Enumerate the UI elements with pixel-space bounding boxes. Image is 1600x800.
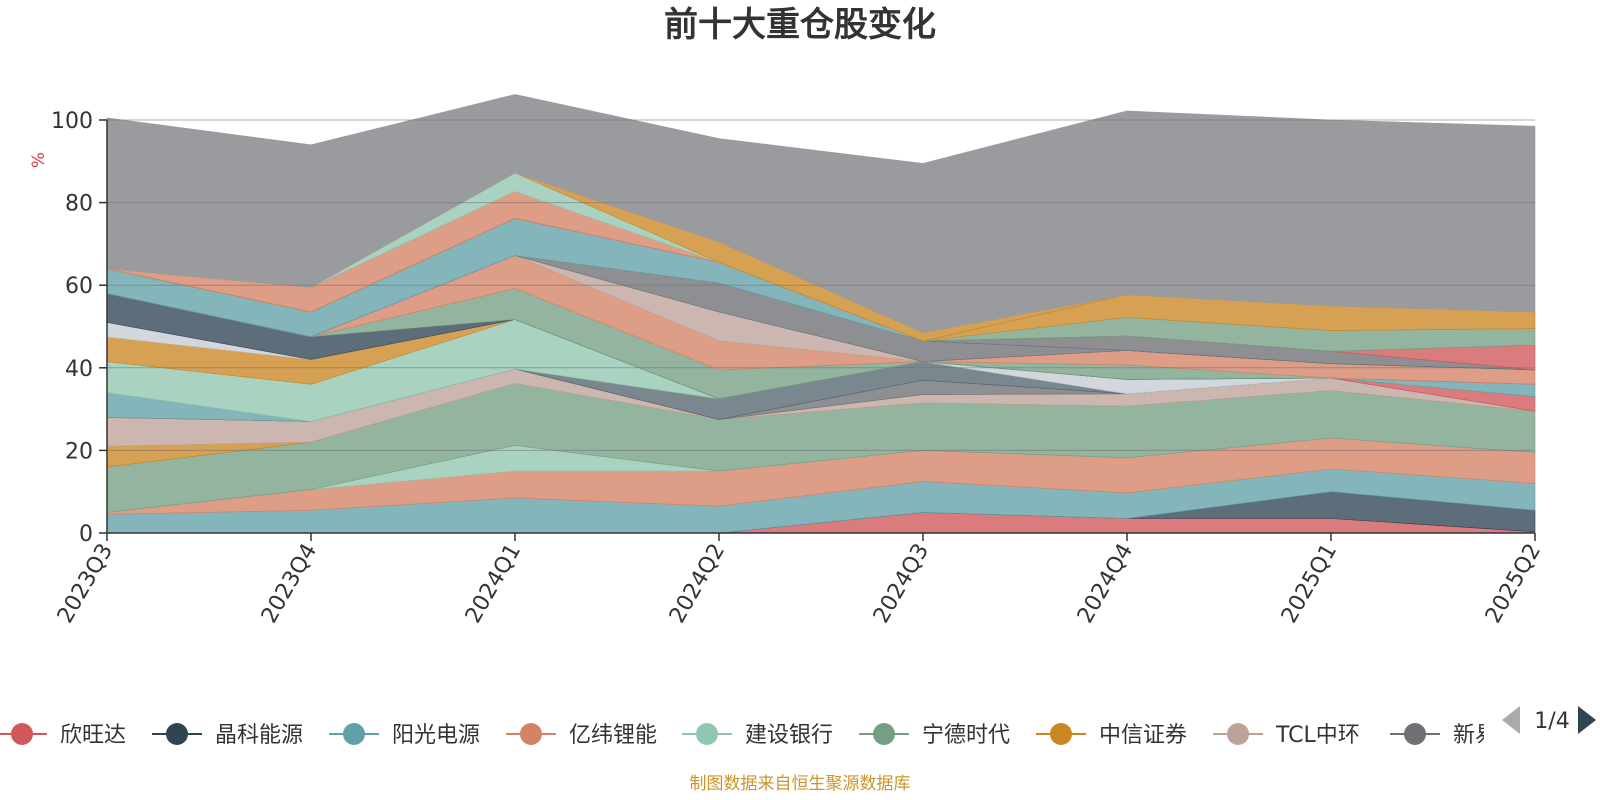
legend-item[interactable]: TCL中环 xyxy=(1213,723,1360,748)
legend-label: TCL中环 xyxy=(1275,723,1360,748)
legend-item[interactable]: 阳光电源 xyxy=(329,723,480,748)
x-tick-label: 2023Q4 xyxy=(257,540,322,628)
x-tick-label: 2024Q1 xyxy=(461,540,526,628)
legend-circle-icon xyxy=(166,723,188,745)
legend-label: 晶科能源 xyxy=(215,723,303,748)
legend-item[interactable]: 宁德时代 xyxy=(859,723,1010,748)
legend-next-icon[interactable] xyxy=(1578,706,1596,734)
legend[interactable]: 欣旺达 晶科能源 阳光电源 亿纬锂能 建设银行 宁德时代 中信证券 TCL中环 新易盛 xyxy=(0,723,1519,748)
x-tick-label: 2023Q3 xyxy=(53,540,118,628)
legend-item[interactable]: 建设银行 xyxy=(682,723,833,748)
y-tick-label: 100 xyxy=(51,109,93,134)
x-tick-label: 2025Q2 xyxy=(1481,540,1546,628)
y-tick-label: 60 xyxy=(65,274,93,299)
y-tick-label: 0 xyxy=(79,522,93,547)
y-axis-unit: % xyxy=(29,152,49,168)
legend-label: 亿纬锂能 xyxy=(569,723,657,748)
legend-circle-icon xyxy=(1404,723,1426,745)
legend-item[interactable]: 新易盛 xyxy=(1390,723,1519,748)
legend-label: 中信证券 xyxy=(1099,723,1187,748)
legend-page-indicator: 1/4 xyxy=(1534,709,1569,734)
legend-circle-icon xyxy=(1227,723,1249,745)
legend-label: 新易盛 xyxy=(1453,723,1519,748)
legend-item[interactable]: 欣旺达 xyxy=(0,723,126,748)
legend-prev-icon[interactable] xyxy=(1502,706,1520,734)
legend-circle-icon xyxy=(1050,723,1072,745)
legend-item[interactable]: 晶科能源 xyxy=(152,723,303,748)
x-tick-label: 2024Q3 xyxy=(869,540,934,628)
legend-item[interactable]: 中信证券 xyxy=(1036,723,1187,748)
legend-circle-icon xyxy=(343,723,365,745)
x-tick-label: 2024Q2 xyxy=(665,540,730,628)
chart-title: 前十大重仓股变化 xyxy=(664,5,936,45)
legend-circle-icon xyxy=(696,723,718,745)
x-tick-label: 2024Q4 xyxy=(1073,540,1138,628)
legend-label: 宁德时代 xyxy=(922,723,1010,748)
legend-circle-icon xyxy=(873,723,895,745)
legend-label: 阳光电源 xyxy=(392,723,480,748)
grid-lines xyxy=(107,119,1535,451)
y-tick-label: 40 xyxy=(65,357,93,382)
x-tick-label: 2025Q1 xyxy=(1277,540,1342,628)
plot-area xyxy=(106,94,1536,534)
legend-circle-icon xyxy=(520,723,542,745)
legend-item[interactable]: 亿纬锂能 xyxy=(506,723,657,748)
source-note: 制图数据来自恒生聚源数据库 xyxy=(690,774,911,794)
legend-label: 欣旺达 xyxy=(60,723,126,748)
legend-pager[interactable]: 1/4 xyxy=(1502,706,1596,734)
y-tick-label: 20 xyxy=(65,439,93,464)
legend-circle-icon xyxy=(11,723,33,745)
area-series-29[interactable] xyxy=(106,94,1536,334)
y-tick-label: 80 xyxy=(65,192,93,217)
legend-label: 建设银行 xyxy=(745,723,833,748)
